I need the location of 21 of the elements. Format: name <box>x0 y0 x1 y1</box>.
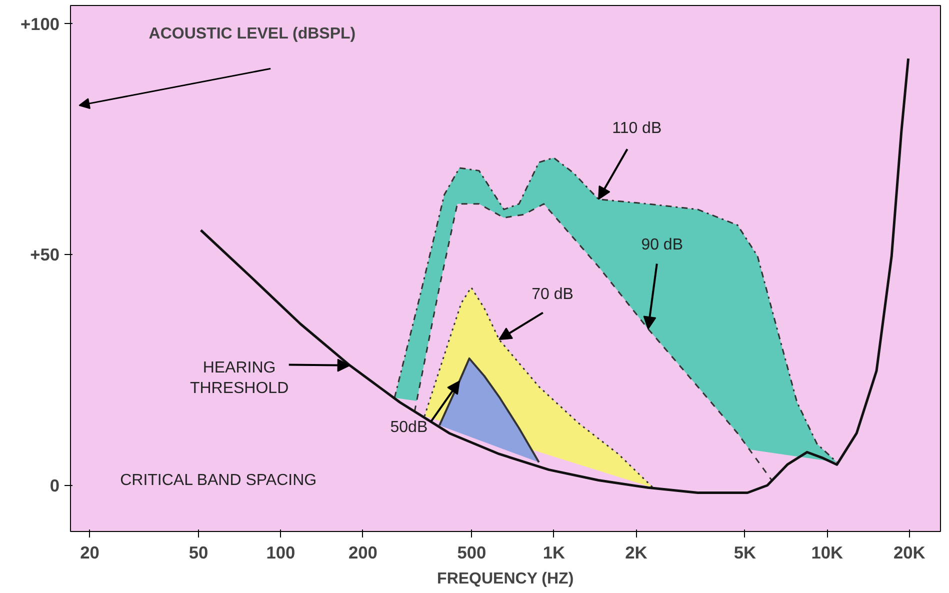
annotation: 70 dB <box>532 286 574 303</box>
x-tick-label: 50 <box>188 542 208 562</box>
x-tick-label: 500 <box>457 542 486 562</box>
annotation: HEARING THRESHOLD <box>190 360 289 398</box>
y-tick-label: 0 <box>50 475 60 496</box>
annotation: 50dB <box>390 418 428 436</box>
annotation: CRITICAL BAND SPACING <box>120 472 317 489</box>
x-tick-label: 20K <box>893 542 926 562</box>
x-tick-label: 5K <box>734 542 756 562</box>
y-axis-title: ACOUSTIC LEVEL (dBSPL) <box>148 25 356 42</box>
x-tick-label: 10K <box>811 542 844 562</box>
x-tick-label: 200 <box>348 542 378 562</box>
x-tick-label: 100 <box>266 542 296 562</box>
annotation: 90 dB <box>641 236 684 254</box>
y-tick-label: +100 <box>20 14 60 34</box>
y-tick-label: +50 <box>30 244 60 265</box>
x-tick-label: 20 <box>80 542 100 562</box>
x-tick-label: 2K <box>625 542 648 562</box>
x-tick-label: 1K <box>542 542 566 562</box>
x-axis-title: FREQUENCY (HZ) <box>437 570 574 588</box>
annotation: 110 dB <box>612 120 662 138</box>
